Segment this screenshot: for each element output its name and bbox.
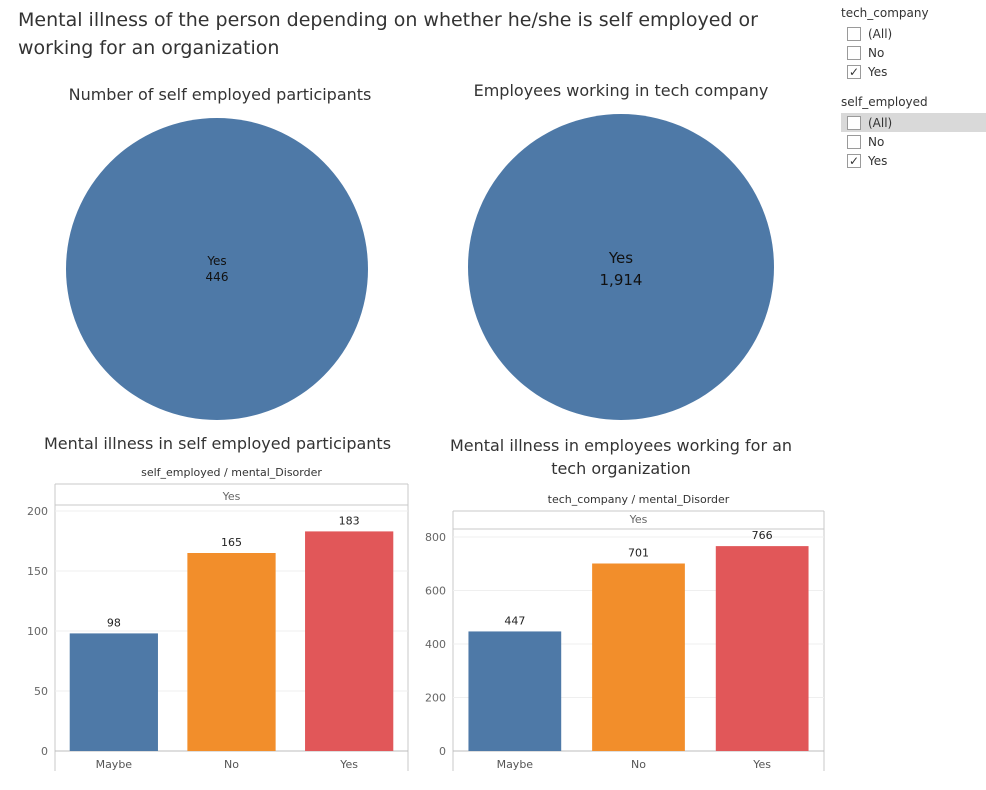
x-category-label: Yes	[752, 758, 771, 771]
bar-chart-title-self-employed: Mental illness in self employed particip…	[43, 434, 392, 453]
pie-slice-value: 1,914	[600, 271, 643, 289]
pie-title-self-employed: Number of self employed participants	[68, 85, 372, 104]
bar-no[interactable]	[187, 553, 276, 751]
bar-maybe[interactable]	[468, 631, 562, 751]
filter-option-label: (All)	[868, 115, 893, 130]
y-tick-label: 400	[425, 638, 446, 651]
bar-yes[interactable]	[305, 531, 394, 751]
pie-chart-tech-company[interactable]: Yes 1,914	[462, 110, 782, 420]
pie-slice-yes[interactable]	[66, 118, 368, 420]
chart-header: tech_company / mental_Disorder	[548, 493, 730, 506]
x-category-label: No	[631, 758, 646, 771]
bar-value-label: 98	[107, 616, 121, 629]
chart-header: self_employed / mental_Disorder	[141, 466, 322, 479]
filter-option-label: (All)	[868, 26, 893, 41]
filter-option[interactable]: ✓ Yes	[841, 62, 986, 81]
pie-chart-self-employed[interactable]: Yes 446	[60, 114, 380, 420]
bar-value-label: 183	[339, 514, 360, 527]
bar-maybe[interactable]	[69, 633, 158, 751]
filter-option-label: No	[868, 134, 885, 149]
pie-slice-yes[interactable]	[468, 114, 774, 420]
checkbox[interactable]	[847, 134, 861, 149]
filter-self-employed: self_employed (All) No ✓ Yes	[841, 95, 986, 170]
x-category-label: Maybe	[96, 758, 133, 771]
checkbox[interactable]	[847, 26, 861, 41]
bar-no[interactable]	[592, 563, 685, 751]
x-category-label: Maybe	[497, 758, 534, 771]
checkbox[interactable]: ✓	[847, 64, 861, 79]
filter-option[interactable]: ✓ Yes	[841, 151, 986, 170]
y-tick-label: 150	[27, 565, 48, 578]
x-category-label: No	[224, 758, 239, 771]
filter-title: self_employed	[841, 95, 928, 109]
bar-value-label: 766	[752, 529, 773, 542]
bar-chart-tech[interactable]: tech_company / mental_Disorder Yes 0 200 400…	[416, 486, 836, 786]
checkbox[interactable]	[847, 45, 861, 60]
filter-option-label: Yes	[868, 64, 888, 79]
y-tick-label: 800	[425, 531, 446, 544]
pie-slice-value: 446	[206, 270, 229, 284]
bar-chart-title-tech: Mental illness in employees working for …	[449, 436, 793, 478]
bar-value-label: 701	[628, 547, 649, 560]
filter-option-label: Yes	[868, 153, 888, 168]
bar-value-label: 165	[221, 536, 242, 549]
checkbox[interactable]	[847, 115, 861, 130]
panel-label: Yes	[629, 513, 648, 526]
y-tick-label: 100	[27, 625, 48, 638]
filter-title: tech_company	[841, 6, 929, 20]
bar-chart-self-employed[interactable]: self_employed / mental_Disorder Yes 0 50 100…	[0, 464, 420, 784]
panel-label: Yes	[222, 490, 241, 503]
y-tick-label: 0	[41, 745, 48, 758]
y-tick-label: 200	[27, 505, 48, 518]
y-tick-label: 0	[439, 745, 446, 758]
bar-yes[interactable]	[715, 546, 809, 751]
pie-title-tech-company: Employees working in tech company	[473, 81, 769, 100]
y-tick-label: 50	[34, 685, 48, 698]
checkbox[interactable]: ✓	[847, 153, 861, 168]
pie-slice-label: Yes	[608, 249, 633, 267]
filter-tech-company: tech_company (All) No ✓ Yes	[841, 6, 986, 81]
filter-option[interactable]: No	[841, 43, 986, 62]
y-tick-label: 600	[425, 585, 446, 598]
bar-value-label: 447	[504, 614, 525, 627]
filter-option[interactable]: No	[841, 132, 986, 151]
x-category-label: Yes	[339, 758, 358, 771]
dashboard-title: Mental illness of the person depending o…	[18, 9, 758, 59]
pie-slice-label: Yes	[206, 254, 226, 268]
filter-option[interactable]: (All)	[841, 113, 986, 132]
filter-option[interactable]: (All)	[841, 24, 986, 43]
filter-option-label: No	[868, 45, 885, 60]
y-tick-label: 200	[425, 692, 446, 705]
